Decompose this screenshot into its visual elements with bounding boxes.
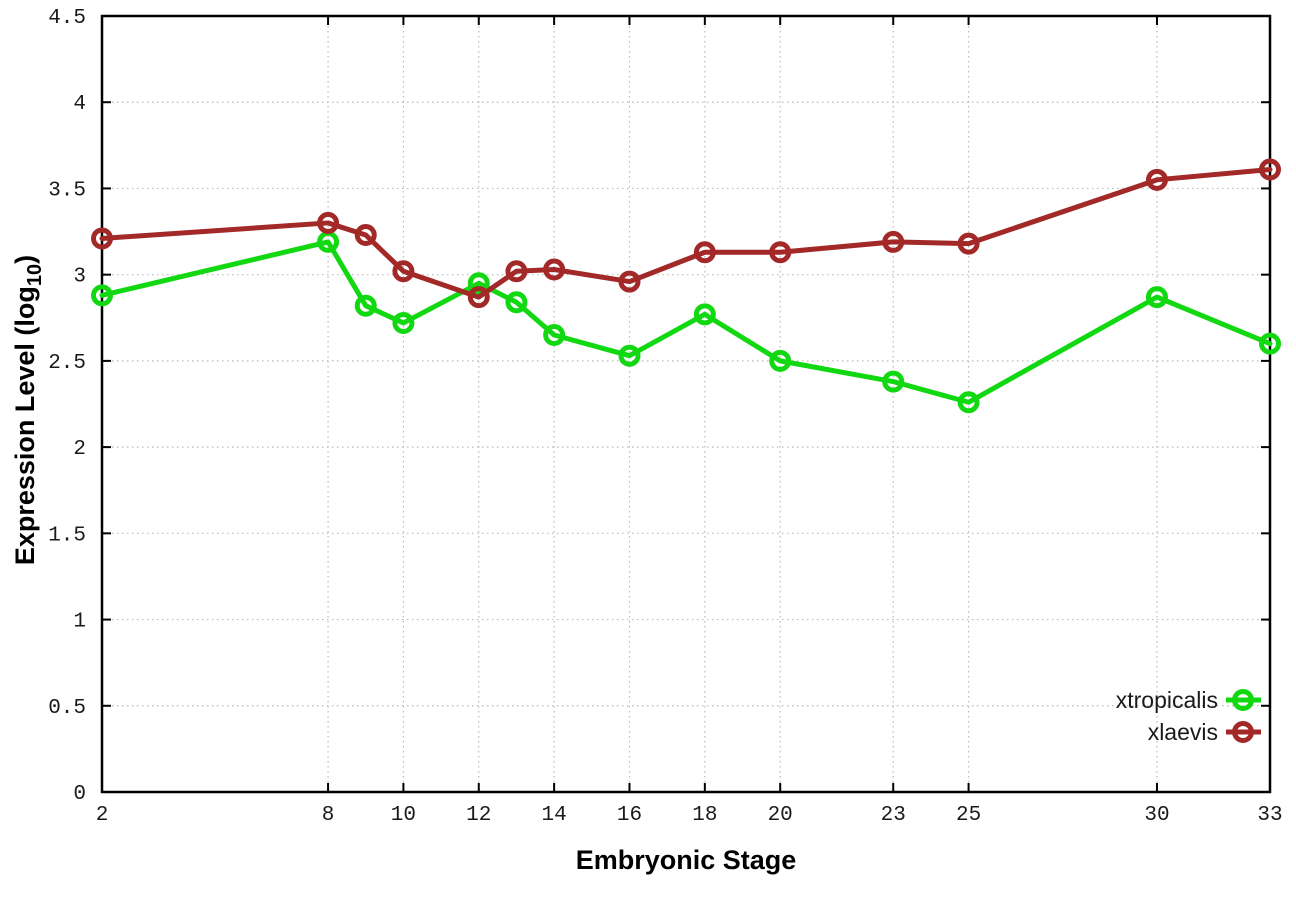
series-xtropicalis-point — [91, 284, 113, 307]
series-xtropicalis-point — [1259, 332, 1281, 355]
x-tick-label: 10 — [391, 804, 416, 827]
y-tick-label: 2.5 — [48, 352, 86, 375]
y-tick-label: 1.5 — [48, 524, 86, 547]
x-tick-label: 14 — [542, 804, 567, 827]
series-xlaevis-point — [618, 270, 641, 293]
series-xlaevis-point — [91, 227, 113, 250]
legend: xtropicalis xlaevis — [1116, 687, 1261, 745]
series-xtropicalis-point — [392, 311, 415, 334]
y-tick-label: 0 — [73, 783, 86, 806]
legend-label: xlaevis — [1148, 719, 1218, 745]
series-xlaevis-point — [769, 241, 792, 264]
x-tick-label: 25 — [956, 804, 981, 827]
series-xtropicalis-point — [467, 272, 490, 295]
legend-label: xtropicalis — [1116, 687, 1218, 713]
y-tick-label: 2 — [73, 438, 86, 461]
series-xlaevis-point — [505, 260, 528, 283]
x-tick-label: 2 — [96, 804, 109, 827]
x-tick-label: 20 — [768, 804, 793, 827]
series-xtropicalis-point — [957, 391, 980, 414]
x-tick-label: 23 — [881, 804, 906, 827]
y-tick-label: 1 — [73, 611, 86, 634]
series-xlaevis-point — [317, 211, 340, 234]
series-xlaevis — [91, 158, 1281, 309]
series-xtropicalis-point — [505, 291, 528, 314]
y-tick-label: 3.5 — [48, 179, 86, 202]
x-tick-label: 8 — [322, 804, 335, 827]
x-tick-label: 16 — [617, 804, 642, 827]
series-xtropicalis-point — [354, 294, 377, 317]
x-tick-label: 12 — [466, 804, 491, 827]
x-tick-label: 30 — [1144, 804, 1169, 827]
series-xlaevis-point — [543, 258, 566, 281]
x-axis-title: Embryonic Stage — [576, 845, 797, 875]
series-xtropicalis-point — [618, 344, 641, 367]
series-xlaevis-point — [1259, 158, 1281, 181]
series-xlaevis-point — [467, 286, 490, 309]
series-xtropicalis-point — [769, 349, 792, 372]
plot-border — [100, 14, 1272, 794]
legend-marker-circle — [1232, 721, 1254, 743]
y-tick-label: 4 — [73, 93, 86, 116]
y-tick-label: 0.5 — [48, 697, 86, 720]
series-xtropicalis — [91, 230, 1281, 414]
y-tick-label: 3 — [73, 266, 86, 289]
series-xtropicalis-point — [693, 303, 716, 326]
series-xlaevis-point — [392, 260, 415, 283]
x-tick-label: 33 — [1257, 804, 1282, 827]
series-xtropicalis-point — [882, 370, 905, 393]
x-tick-label: 18 — [692, 804, 717, 827]
legend-marker-circle — [1232, 689, 1254, 711]
series-xlaevis-point — [882, 230, 905, 253]
series-xtropicalis-line — [99, 239, 1273, 405]
series-xtropicalis-point — [1145, 286, 1168, 309]
series-xlaevis-point — [1145, 168, 1168, 191]
series-xtropicalis-point — [543, 324, 566, 347]
y-axis-title: Expression Level (log10) — [10, 255, 46, 565]
series-xlaevis-point — [693, 241, 716, 264]
series-xlaevis-point — [354, 224, 377, 247]
series-xlaevis-point — [957, 232, 980, 255]
y-tick-label: 4.5 — [48, 7, 86, 30]
